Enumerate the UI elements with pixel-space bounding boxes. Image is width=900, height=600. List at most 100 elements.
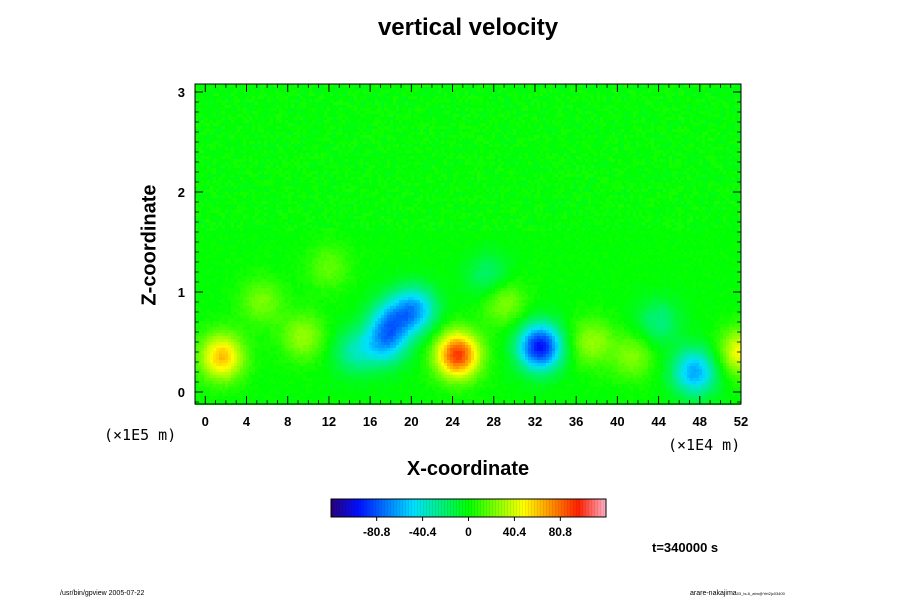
field-cell bbox=[210, 90, 213, 93]
field-cell bbox=[627, 162, 630, 165]
field-cell bbox=[264, 90, 267, 93]
field-cell bbox=[435, 102, 438, 105]
field-cell bbox=[357, 138, 360, 141]
field-cell bbox=[651, 150, 654, 153]
field-cell bbox=[681, 117, 684, 120]
field-cell bbox=[390, 138, 393, 141]
field-cell bbox=[672, 90, 675, 93]
field-cell bbox=[462, 96, 465, 99]
field-cell bbox=[387, 135, 390, 138]
field-cell bbox=[492, 123, 495, 126]
field-cell bbox=[702, 102, 705, 105]
field-cell bbox=[333, 126, 336, 129]
field-cell bbox=[669, 135, 672, 138]
field-cell bbox=[417, 123, 420, 126]
field-cell bbox=[456, 162, 459, 165]
field-cell bbox=[600, 126, 603, 129]
field-cell bbox=[726, 153, 729, 156]
field-cell bbox=[507, 123, 510, 126]
field-cell bbox=[441, 141, 444, 144]
field-cell bbox=[600, 117, 603, 120]
field-cell bbox=[657, 132, 660, 135]
field-cell bbox=[381, 117, 384, 120]
field-cell bbox=[693, 96, 696, 99]
field-cell bbox=[609, 105, 612, 108]
field-cell bbox=[654, 84, 657, 87]
field-cell bbox=[279, 159, 282, 162]
field-cell bbox=[204, 132, 207, 135]
field-cell bbox=[225, 111, 228, 114]
field-cell bbox=[630, 123, 633, 126]
field-cell bbox=[573, 114, 576, 117]
field-cell bbox=[594, 96, 597, 99]
field-cell bbox=[249, 99, 252, 102]
field-cell bbox=[657, 159, 660, 162]
field-cell bbox=[678, 141, 681, 144]
field-cell bbox=[486, 114, 489, 117]
field-cell bbox=[585, 135, 588, 138]
field-cell bbox=[447, 129, 450, 132]
field-cell bbox=[618, 153, 621, 156]
field-cell bbox=[516, 93, 519, 96]
field-cell bbox=[708, 162, 711, 165]
field-cell bbox=[528, 105, 531, 108]
field-cell bbox=[441, 108, 444, 111]
field-cell bbox=[720, 156, 723, 159]
field-cell bbox=[702, 159, 705, 162]
field-cell bbox=[387, 129, 390, 132]
field-cell bbox=[342, 105, 345, 108]
field-cell bbox=[711, 99, 714, 102]
field-cell bbox=[471, 111, 474, 114]
field-cell bbox=[666, 141, 669, 144]
field-cell bbox=[228, 135, 231, 138]
field-cell bbox=[342, 102, 345, 105]
field-cell bbox=[267, 129, 270, 132]
field-cell bbox=[588, 93, 591, 96]
field-cell bbox=[357, 126, 360, 129]
field-cell bbox=[204, 105, 207, 108]
field-cell bbox=[624, 159, 627, 162]
field-cell bbox=[213, 165, 216, 168]
field-cell bbox=[717, 153, 720, 156]
field-cell bbox=[618, 93, 621, 96]
field-cell bbox=[237, 120, 240, 123]
field-cell bbox=[429, 156, 432, 159]
field-cell bbox=[318, 126, 321, 129]
field-cell bbox=[528, 162, 531, 165]
field-cell bbox=[330, 156, 333, 159]
field-cell bbox=[297, 105, 300, 108]
field-cell bbox=[699, 114, 702, 117]
field-cell bbox=[372, 129, 375, 132]
field-cell bbox=[342, 165, 345, 168]
field-cell bbox=[480, 117, 483, 120]
field-cell bbox=[237, 138, 240, 141]
field-cell bbox=[642, 114, 645, 117]
field-cell bbox=[342, 90, 345, 93]
field-cell bbox=[420, 117, 423, 120]
field-cell bbox=[201, 132, 204, 135]
field-cell bbox=[216, 150, 219, 153]
field-cell bbox=[582, 105, 585, 108]
field-cell bbox=[276, 93, 279, 96]
field-cell bbox=[720, 105, 723, 108]
field-cell bbox=[372, 105, 375, 108]
field-cell bbox=[675, 135, 678, 138]
field-cell bbox=[291, 84, 294, 87]
field-cell bbox=[462, 90, 465, 93]
field-cell bbox=[267, 90, 270, 93]
field-cell bbox=[531, 162, 534, 165]
field-cell bbox=[576, 102, 579, 105]
field-cell bbox=[678, 153, 681, 156]
field-cell bbox=[696, 141, 699, 144]
field-cell bbox=[567, 123, 570, 126]
field-cell bbox=[597, 99, 600, 102]
field-cell bbox=[618, 96, 621, 99]
field-cell bbox=[432, 129, 435, 132]
field-cell bbox=[201, 165, 204, 168]
field-cell bbox=[531, 87, 534, 90]
field-cell bbox=[261, 135, 264, 138]
field-cell bbox=[603, 87, 606, 90]
field-cell bbox=[504, 144, 507, 147]
field-cell bbox=[447, 138, 450, 141]
field-cell bbox=[723, 111, 726, 114]
